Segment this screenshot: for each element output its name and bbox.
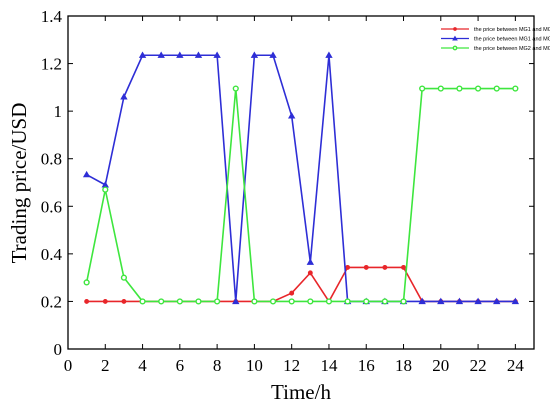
y-tick-label: 0.6 <box>41 197 62 216</box>
data-point <box>157 51 165 58</box>
data-point <box>363 264 369 270</box>
data-point <box>139 298 146 305</box>
series-line <box>86 266 516 303</box>
data-point <box>158 298 165 305</box>
data-point <box>102 298 108 304</box>
data-point <box>306 258 315 265</box>
plot-frame <box>67 15 535 350</box>
data-point <box>82 170 91 178</box>
data-point <box>512 85 519 92</box>
data-point <box>102 186 109 193</box>
data-point <box>511 297 520 305</box>
x-tick-label: 2 <box>101 356 110 375</box>
data-point <box>418 297 426 305</box>
data-point <box>120 274 128 281</box>
data-point <box>325 51 333 58</box>
data-point <box>250 51 259 58</box>
data-point <box>176 298 183 305</box>
data-point <box>84 298 90 304</box>
data-point <box>453 27 457 31</box>
x-tick-label: 16 <box>358 356 375 375</box>
data-point <box>120 93 128 100</box>
series-line <box>85 87 516 303</box>
series-line <box>86 54 516 303</box>
data-point <box>176 51 184 58</box>
x-tick-label: 4 <box>138 356 147 375</box>
data-point <box>138 51 147 58</box>
data-point <box>121 298 127 304</box>
data-point <box>455 297 464 305</box>
legend-item: the price between MG2 and MG3 <box>441 45 550 52</box>
data-point <box>289 290 295 296</box>
x-tick-label: 10 <box>246 356 263 375</box>
data-point <box>251 298 258 305</box>
data-point <box>195 298 202 305</box>
data-point <box>307 270 313 276</box>
y-tick-label: 0.2 <box>41 292 62 311</box>
data-point <box>452 35 458 41</box>
x-tick-label: 8 <box>213 356 222 375</box>
y-tick-label: 0.8 <box>41 150 62 169</box>
y-tick-label: 0 <box>54 340 63 359</box>
x-tick-label: 14 <box>320 356 338 375</box>
legend-label: the price between MG1 and MG2 <box>474 27 550 33</box>
data-point <box>381 298 388 305</box>
data-point <box>287 112 296 119</box>
x-tick-label: 6 <box>176 356 185 375</box>
data-point <box>269 298 277 305</box>
legend-item: the price between MG1 and MG2 <box>441 27 550 33</box>
x-tick-label: 0 <box>64 356 73 375</box>
data-point <box>194 51 203 58</box>
x-tick-label: 22 <box>470 356 487 375</box>
data-point <box>214 298 221 305</box>
series-layer <box>82 51 520 305</box>
y-tick-label: 1 <box>54 102 63 121</box>
data-point <box>307 298 314 305</box>
legend-label: the price between MG2 and MG3 <box>474 46 550 52</box>
data-point <box>345 264 351 270</box>
y-axis-title: Trading price/USD <box>7 103 31 264</box>
data-point <box>493 85 500 92</box>
series-2 <box>82 51 520 305</box>
data-point <box>382 264 388 270</box>
data-point <box>269 51 277 58</box>
data-point <box>452 45 458 51</box>
data-point <box>419 85 426 92</box>
data-point <box>363 298 370 305</box>
x-tick-label: 18 <box>395 356 412 375</box>
axes: 0 2 4 6 8 10 12 14 16 18 20 22 2400.20.40.60.811.21.… <box>41 7 534 375</box>
series-1 <box>84 264 518 304</box>
y-tick-label: 1.4 <box>41 7 63 26</box>
x-tick-label: 24 <box>507 356 525 375</box>
data-point <box>232 297 240 305</box>
series-3 <box>83 85 519 305</box>
legend: the price between MG1 and MG2 the price b… <box>441 27 550 52</box>
data-point <box>213 51 221 58</box>
y-tick-label: 1.2 <box>41 55 62 74</box>
data-point <box>400 298 407 305</box>
data-point <box>401 264 406 270</box>
data-point <box>83 279 90 286</box>
data-point <box>474 297 482 305</box>
data-point <box>437 297 445 305</box>
x-tick-label: 12 <box>283 356 300 375</box>
data-point <box>493 297 501 305</box>
x-tick-label: 20 <box>432 356 449 375</box>
data-point <box>344 298 351 305</box>
data-point <box>325 298 333 305</box>
y-tick-label: 0.4 <box>41 245 63 264</box>
data-point <box>456 85 463 92</box>
data-point <box>437 85 444 92</box>
data-point <box>232 85 239 92</box>
data-point <box>474 85 482 92</box>
x-axis-title: Time/h <box>271 380 331 404</box>
data-point <box>288 298 295 305</box>
legend-label: the price between MG1 and MG3 <box>474 37 550 43</box>
legend-item: the price between MG1 and MG3 <box>441 35 550 43</box>
